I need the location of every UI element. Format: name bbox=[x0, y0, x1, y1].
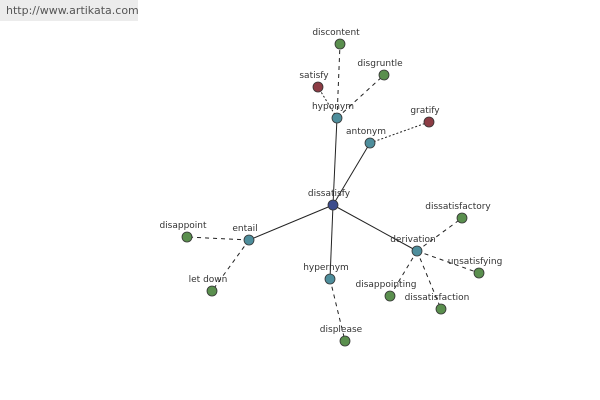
url[interactable]: http://www.artikata.com bbox=[6, 4, 139, 17]
node-label: disappointing bbox=[355, 280, 416, 290]
edge bbox=[186, 236, 250, 241]
node bbox=[339, 335, 351, 347]
node-label: satisfy bbox=[299, 71, 329, 81]
node bbox=[423, 116, 435, 128]
node bbox=[435, 303, 447, 315]
node bbox=[181, 231, 193, 243]
node bbox=[334, 38, 346, 50]
node-label: antonym bbox=[346, 127, 386, 137]
edge bbox=[248, 204, 334, 241]
node-label: hypernym bbox=[303, 263, 349, 273]
node-label: derivation bbox=[390, 235, 436, 245]
node-label: entail bbox=[232, 224, 257, 234]
url-banner: http://www.artikata.com bbox=[0, 0, 139, 21]
node bbox=[384, 290, 396, 302]
node-label: gratify bbox=[410, 106, 440, 116]
edge bbox=[389, 250, 418, 297]
node bbox=[327, 199, 339, 211]
node-label: hyponym bbox=[312, 102, 354, 112]
node bbox=[206, 285, 218, 297]
edge bbox=[329, 204, 334, 280]
node-label: dissatisfactory bbox=[425, 202, 491, 212]
edge bbox=[332, 117, 338, 206]
node bbox=[378, 69, 390, 81]
node bbox=[456, 212, 468, 224]
node-label: discontent bbox=[312, 28, 360, 38]
node-label: disappoint bbox=[159, 221, 207, 231]
node-label: dissatisfy bbox=[308, 189, 351, 199]
node bbox=[473, 267, 485, 279]
edge bbox=[332, 142, 371, 206]
node-label: dissatisfaction bbox=[405, 293, 470, 303]
edge bbox=[416, 250, 442, 310]
node bbox=[364, 137, 376, 149]
node bbox=[243, 234, 255, 246]
edge bbox=[211, 239, 250, 292]
node bbox=[312, 81, 324, 93]
edge bbox=[329, 278, 346, 342]
node bbox=[331, 112, 343, 124]
node-label: disgruntle bbox=[357, 59, 403, 69]
edge bbox=[336, 74, 385, 119]
node bbox=[411, 245, 423, 257]
edge bbox=[369, 121, 430, 144]
node bbox=[324, 273, 336, 285]
edge bbox=[416, 217, 463, 252]
node-label: unsatisfying bbox=[448, 257, 503, 267]
edge bbox=[332, 204, 418, 252]
node-label: let down bbox=[189, 275, 228, 285]
edge bbox=[416, 250, 480, 274]
node-label: displease bbox=[320, 325, 363, 335]
